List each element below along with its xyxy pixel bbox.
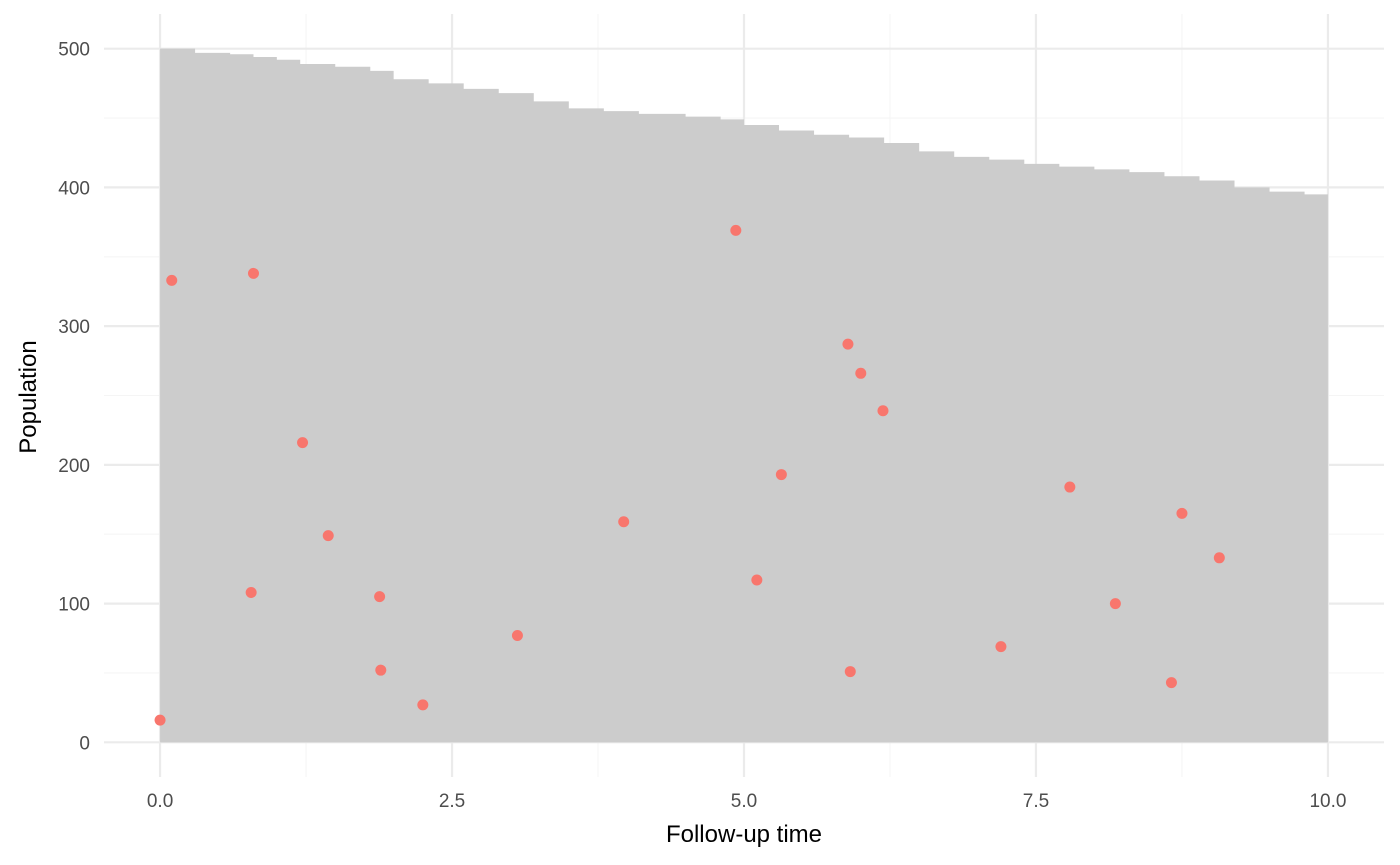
event-point bbox=[245, 586, 257, 598]
event-point bbox=[730, 224, 742, 236]
event-point bbox=[511, 629, 523, 641]
y-tick-label: 0 bbox=[79, 733, 90, 754]
event-point bbox=[1176, 507, 1188, 519]
event-point bbox=[844, 666, 856, 678]
event-point bbox=[166, 274, 178, 286]
y-tick-label: 300 bbox=[58, 317, 90, 338]
event-point bbox=[1165, 677, 1177, 689]
population-area bbox=[160, 48, 1328, 743]
event-point bbox=[995, 641, 1007, 653]
x-axis-title: Follow-up time bbox=[666, 821, 822, 848]
event-point bbox=[877, 405, 889, 417]
x-tick-label: 7.5 bbox=[1023, 791, 1049, 812]
x-tick-label: 5.0 bbox=[731, 791, 757, 812]
event-points bbox=[154, 224, 1225, 726]
event-point bbox=[154, 714, 166, 726]
event-point bbox=[1109, 598, 1121, 610]
event-point bbox=[374, 591, 386, 603]
y-tick-label: 200 bbox=[58, 456, 90, 477]
y-tick-label: 100 bbox=[58, 595, 90, 616]
y-axis-title: Population bbox=[15, 340, 42, 453]
event-point bbox=[322, 530, 334, 542]
event-point bbox=[1213, 552, 1225, 564]
x-tick-labels: 0.0 2.5 5.0 7.5 10.0 bbox=[147, 791, 1347, 812]
event-point bbox=[775, 469, 787, 481]
x-tick-label: 10.0 bbox=[1309, 791, 1346, 812]
x-tick-label: 0.0 bbox=[147, 791, 173, 812]
event-point bbox=[1064, 481, 1076, 493]
event-point bbox=[855, 367, 867, 379]
event-point bbox=[375, 664, 387, 676]
y-tick-labels: 0 100 200 300 400 500 bbox=[58, 40, 90, 755]
event-point bbox=[417, 699, 429, 711]
event-point bbox=[842, 338, 854, 350]
event-point bbox=[751, 574, 763, 586]
y-tick-label: 500 bbox=[58, 40, 90, 61]
event-point bbox=[297, 437, 309, 449]
event-point bbox=[247, 267, 259, 279]
x-tick-label: 2.5 bbox=[439, 791, 465, 812]
event-point bbox=[618, 516, 630, 528]
y-tick-label: 400 bbox=[58, 178, 90, 199]
